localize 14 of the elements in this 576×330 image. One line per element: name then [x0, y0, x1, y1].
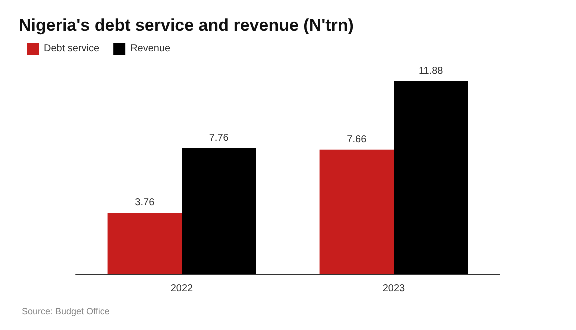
source-note: Source: Budget Office — [22, 306, 110, 316]
data-label: 11.88 — [418, 66, 444, 78]
data-label: 7.76 — [209, 132, 230, 144]
bar — [182, 148, 256, 274]
data-label: 7.66 — [347, 134, 368, 146]
legend-label: Debt service — [44, 44, 100, 54]
x-tick-label: 2023 — [382, 284, 406, 294]
legend-label: Revenue — [130, 44, 172, 54]
bar — [108, 213, 182, 274]
chart-title: Nigeria's debt service and revenue (N'trn) — [19, 16, 354, 35]
bar — [394, 82, 468, 274]
x-tick-label: 2022 — [170, 284, 194, 294]
bar — [320, 150, 394, 274]
data-label: 3.76 — [135, 198, 156, 209]
